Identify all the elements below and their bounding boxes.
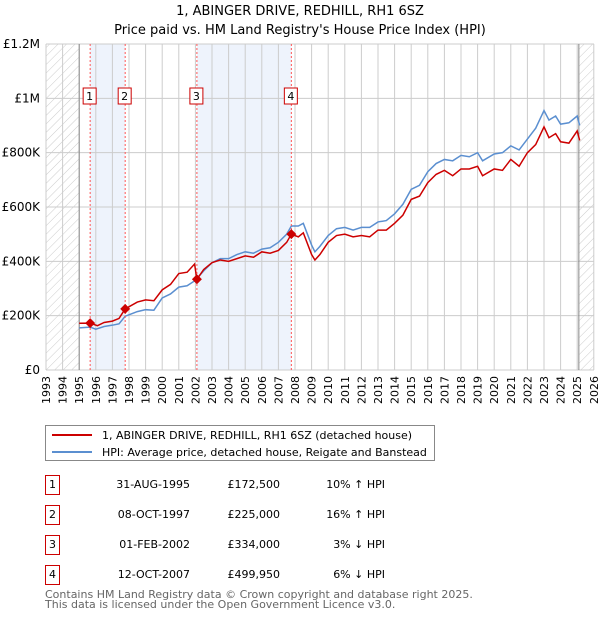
legend-swatch-red <box>52 434 92 436</box>
x-tick-label: 1999 <box>140 376 153 404</box>
sale-hpi-diff: 16% ↑ HPI <box>326 508 385 521</box>
sale-hpi-diff: 3% ↓ HPI <box>333 538 385 551</box>
x-tick-label: 2011 <box>339 376 352 404</box>
sale-hpi-diff: 6% ↓ HPI <box>333 568 385 581</box>
x-tick-label: 1993 <box>40 376 53 404</box>
sale-point <box>120 303 131 314</box>
sale-number-badge: 3 <box>45 535 60 555</box>
chart-subtitle: Price paid vs. HM Land Registry's House … <box>114 23 486 38</box>
x-tick-label: 2010 <box>322 376 335 404</box>
footer-licence: This data is licensed under the Open Gov… <box>45 598 396 611</box>
x-tick-label: 2002 <box>189 376 202 404</box>
sale-date: 01-FEB-2002 <box>119 538 190 551</box>
x-tick-label: 2020 <box>488 376 501 404</box>
sale-row: 1 31-AUG-1995 £172,500 10% ↑ HPI <box>45 475 445 495</box>
sale-marker-box <box>283 87 298 105</box>
x-tick-label: 2024 <box>555 376 568 404</box>
x-tick-label: 2006 <box>256 376 269 404</box>
x-tick-label: 2021 <box>505 376 518 404</box>
sale-price: £172,500 <box>227 478 281 491</box>
x-tick-label: 2008 <box>289 376 302 404</box>
x-tick-label: 2005 <box>239 376 252 404</box>
chart-title: 1, ABINGER DRIVE, REDHILL, RH1 6SZ <box>176 4 424 19</box>
sale-marker-box <box>82 87 97 105</box>
legend-item-property: 1, ABINGER DRIVE, REDHILL, RH1 6SZ (deta… <box>46 427 412 443</box>
footer: Contains HM Land Registry data © Crown c… <box>45 588 473 611</box>
x-tick-label: 2003 <box>206 376 219 404</box>
x-tick-label: 2001 <box>173 376 186 404</box>
sale-price: £499,950 <box>227 568 281 581</box>
sale-row: 4 12-OCT-2007 £499,950 6% ↓ HPI <box>45 565 445 585</box>
x-tick-label: 2000 <box>156 376 169 404</box>
sale-row: 2 08-OCT-1997 £225,000 16% ↑ HPI <box>45 505 445 525</box>
x-tick-label: 2026 <box>588 376 600 404</box>
sale-marker-number: 1 <box>86 90 93 103</box>
footer-copyright: Contains HM Land Registry data © Crown c… <box>45 588 473 601</box>
x-tick-label: 2017 <box>438 376 451 404</box>
y-tick-label: £0 <box>25 363 40 377</box>
x-tick-label: 2009 <box>306 376 319 404</box>
y-tick-label: £200K <box>2 309 42 323</box>
sale-number-badge: 2 <box>45 505 60 525</box>
x-tick-label: 1996 <box>90 376 103 404</box>
y-tick-label: £600K <box>2 200 42 214</box>
sale-hpi-diff: 10% ↑ HPI <box>326 478 385 491</box>
x-tick-label: 2025 <box>571 376 584 404</box>
legend-label: HPI: Average price, detached house, Reig… <box>102 445 427 459</box>
sale-number-badge: 4 <box>45 565 60 585</box>
legend-swatch-blue <box>52 451 92 453</box>
price-chart: 1, ABINGER DRIVE, REDHILL, RH1 6SZ Price… <box>2 4 600 404</box>
x-tick-label: 2004 <box>223 376 236 404</box>
x-tick-label: 2019 <box>472 376 485 404</box>
sale-marker-box <box>117 87 132 105</box>
sale-marker-number: 2 <box>121 90 128 103</box>
sale-marker-number: 3 <box>193 90 200 103</box>
x-tick-label: 2016 <box>422 376 435 404</box>
sale-marker-box <box>189 87 204 105</box>
x-tick-label: 1995 <box>73 376 86 404</box>
x-tick-label: 2023 <box>538 376 551 404</box>
sale-marker-number: 4 <box>287 90 294 103</box>
sale-point <box>85 318 96 329</box>
x-tick-label: 2018 <box>455 376 468 404</box>
y-tick-label: £400K <box>2 254 42 268</box>
x-tick-label: 1998 <box>123 376 136 404</box>
sale-price: £334,000 <box>227 538 281 551</box>
property-price-line <box>79 125 581 327</box>
x-tick-label: 2012 <box>355 376 368 404</box>
sale-date: 12-OCT-2007 <box>117 568 190 581</box>
legend-item-hpi: HPI: Average price, detached house, Reig… <box>46 444 427 460</box>
sale-point <box>286 229 297 240</box>
sale-price: £225,000 <box>227 508 281 521</box>
sale-date: 31-AUG-1995 <box>116 478 190 491</box>
x-tick-label: 1994 <box>57 376 70 404</box>
x-tick-label: 2015 <box>405 376 418 404</box>
x-tick-label: 2014 <box>389 376 402 404</box>
x-tick-label: 1997 <box>106 376 119 404</box>
y-tick-label: £1.2M <box>3 37 40 51</box>
x-tick-label: 2007 <box>272 376 285 404</box>
hpi-line <box>79 108 581 331</box>
y-tick-label: £1M <box>14 91 40 105</box>
legend-label: 1, ABINGER DRIVE, REDHILL, RH1 6SZ (deta… <box>102 428 413 442</box>
sale-number-badge: 1 <box>45 475 60 495</box>
sale-date: 08-OCT-1997 <box>117 508 190 521</box>
x-tick-label: 2022 <box>521 376 534 404</box>
y-tick-label: £800K <box>2 146 42 160</box>
sale-point <box>191 274 202 285</box>
sale-row: 3 01-FEB-2002 £334,000 3% ↓ HPI <box>45 535 445 555</box>
x-tick-label: 2013 <box>372 376 385 404</box>
legend: 1, ABINGER DRIVE, REDHILL, RH1 6SZ (deta… <box>45 425 435 461</box>
